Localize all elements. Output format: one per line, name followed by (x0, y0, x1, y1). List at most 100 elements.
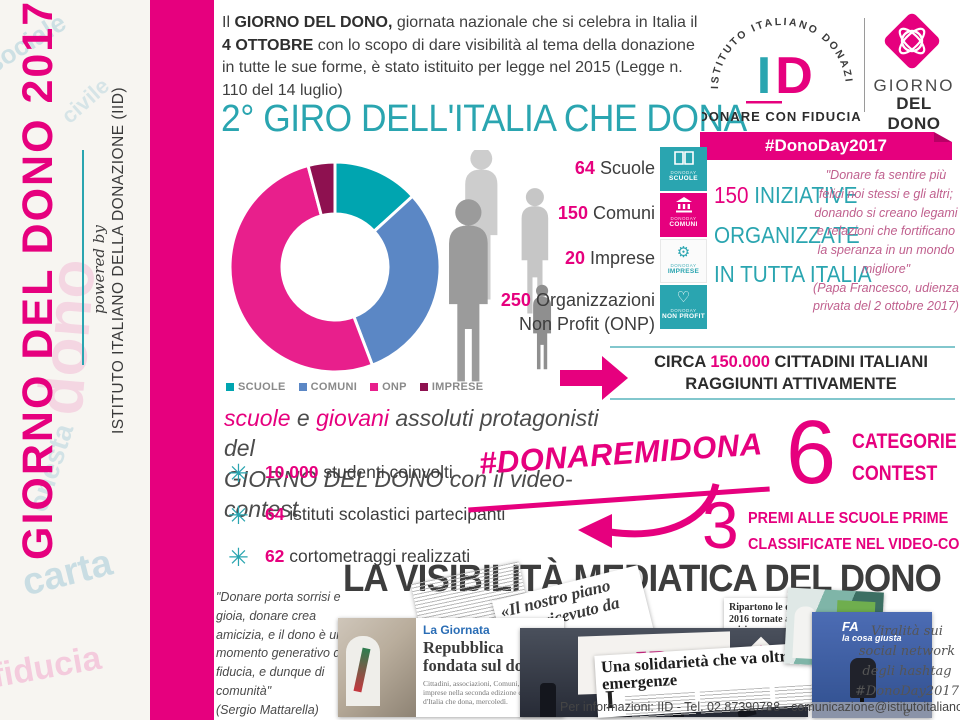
legend-swatch (226, 383, 234, 391)
iid-underline (746, 101, 782, 104)
text: GIORNO DEL DONO (224, 465, 444, 492)
chart-legend: SCUOLE COMUNI ONP IMPRESE (226, 381, 483, 393)
legend-item: ONP (370, 381, 407, 393)
stat-onp: 250 Organizzazioni Non Profit (ONP) (480, 288, 655, 337)
gdd-logo-text-line1: GIORNO (873, 76, 955, 95)
divider (610, 346, 955, 348)
stat-label: Organizzazioni Non Profit (ONP) (518, 290, 655, 335)
footer-contact-info: Per informazioni: IID - Tel. 02.87390788… (560, 700, 960, 714)
person-silhouette (850, 658, 876, 698)
donoday-ribbon: #DonoDay2017 (700, 132, 952, 160)
watermark-word: fiducia (0, 638, 104, 696)
donut-slice-imprese (306, 160, 337, 218)
prizes-label-line1: PREMI ALLE SCUOLE PRIME (748, 510, 949, 527)
badge-small-label: DONODAY (670, 263, 697, 268)
legend-swatch (370, 383, 379, 391)
reach-text-line2: RAGGIUNTI ATTIVAMENTE (685, 375, 897, 394)
bullet-cortometraggi: ✳ 62 cortometraggi realizzati (228, 543, 470, 573)
article-body: Cittadini, associazioni, Comuni, scuole … (423, 678, 546, 707)
prizes-count: 3 (702, 488, 739, 562)
legend-label: COMUNI (310, 381, 358, 393)
badge-scuole: DONODAY SCUOLE (660, 147, 707, 191)
reach-text: CITTADINI ITALIANI (769, 353, 928, 371)
badge-label: SCUOLE (669, 175, 698, 182)
arrow-right-icon (560, 356, 630, 400)
legend-swatch (419, 383, 428, 391)
badge-small-label: DONODAY (670, 216, 697, 221)
tv-caption: FA la cosa giusta (842, 620, 902, 643)
asterisk-icon: ✳ (228, 502, 249, 530)
legend-label: IMPRESE (431, 381, 484, 393)
badge-non-profit: ♡ DONODAY NON PROFIT (660, 285, 707, 329)
bullet-value: 10.000 (264, 462, 319, 482)
badge-label: COMUNI (669, 221, 698, 228)
iniziative-value: 150 (714, 182, 749, 208)
family-silhouette-icon (449, 150, 552, 382)
powered-by-label: powered by (90, 225, 108, 315)
stat-value: 150 (557, 203, 588, 223)
badge-comuni: DONODAY COMUNI (660, 193, 707, 237)
stat-value: 250 (500, 290, 531, 310)
text: e (290, 405, 317, 431)
section-title: 2° GIRO DELL'ITALIA CHE DONA (221, 98, 747, 140)
reach-statement: CIRCA 150.000 CITTADINI ITALIANI RAGGIUN… (626, 351, 956, 396)
legend-label: SCUOLE (238, 381, 286, 393)
mattarella-quote: "Donare porta sorrisi e gioia, donare cr… (216, 588, 346, 719)
quote-attribution: (Papa Francesco, udienza privata del 2 o… (813, 280, 959, 314)
iid-monogram-d: D (775, 47, 813, 105)
badge-small-label: DONODAY (670, 170, 697, 175)
stat-label: Comuni (587, 203, 655, 223)
highlight-word: scuole (224, 405, 291, 431)
reach-value: 150.000 (710, 353, 770, 371)
book-icon (660, 150, 707, 170)
stat-label: Imprese (584, 248, 655, 268)
donut-slice-comuni (351, 194, 442, 368)
diamond-icon (884, 13, 940, 69)
legend-label: ONP (382, 381, 407, 393)
text: con il video-contest (224, 465, 573, 523)
text: assoluti protagonisti del (224, 405, 599, 462)
intro-bold: 4 OTTOBRE (222, 36, 314, 54)
prizes-label-line2: CLASSIFICATE NEL VIDEO-CONTEST (748, 536, 960, 553)
bank-icon (660, 196, 707, 216)
bullet-label: istituti scolastici partecipanti (284, 504, 506, 524)
intro-text: giornata nazionale che si celebra in Ita… (392, 14, 698, 31)
legend-item: SCUOLE (226, 381, 286, 393)
iid-tagline: DONARE CON FIDUCIA (702, 109, 862, 124)
bullet-label: studenti coinvolti (318, 462, 453, 482)
heart-icon: ♡ (676, 289, 691, 306)
highlight-word: giovani (316, 405, 389, 431)
donut-chart (228, 160, 442, 374)
article-headline: Repubblica fondata sul dono (423, 638, 541, 675)
legend-item: COMUNI (298, 381, 358, 393)
person-silhouette (540, 683, 556, 717)
event-title-vertical: GIORNO DEL DONO 2017 (14, 0, 62, 561)
divider (82, 150, 84, 365)
donoday-badges: DONODAY SCUOLE DONODAY COMUNI ⚙ DONODAY … (660, 147, 707, 331)
social-virality-note: Viralità sui social network degli hashta… (855, 624, 959, 720)
curved-arrow-icon (578, 483, 720, 548)
intro-text: Il (222, 14, 235, 31)
studio-floor (812, 702, 932, 718)
bullet-istituti: ✳ 64 istituti scolastici partecipanti (228, 501, 505, 531)
stat-label: Scuole (594, 158, 655, 178)
categories-label-line1: CATEGORIE (852, 430, 957, 453)
iid-logo: ISTITUTO ITALIANO DONAZIONE I D DONARE C… (702, 8, 862, 124)
papa-francesco-quote: "Donare fa sentire più felici noi stessi… (812, 166, 960, 316)
stat-imprese: 20 Imprese (455, 248, 655, 269)
article-kicker: La Giornata (423, 623, 490, 637)
badge-label: IMPRESE (667, 268, 700, 275)
left-sidebar: sociale civile dono onesta carta fiducia (0, 0, 150, 720)
legend-swatch (298, 383, 307, 391)
quote-attribution: (Sergio Mattarella) (216, 702, 319, 717)
intro-bold: GIORNO DEL DONO, (234, 14, 393, 31)
gear-icon: ⚙ (676, 244, 691, 261)
badge-small-label: DONODAY (670, 308, 697, 313)
categories-count: 6 (786, 403, 837, 503)
intro-paragraph: Il GIORNO DEL DONO, giornata nazionale c… (222, 12, 704, 103)
ribbon-fold (934, 132, 952, 142)
tv-caption-big: FA (842, 619, 859, 634)
asterisk-icon: ✳ (228, 544, 249, 572)
protagonists-statement: scuole e giovani assoluti protagonisti d… (224, 403, 624, 524)
intro-text: con lo scopo di dare visibilità al tema … (222, 36, 695, 100)
